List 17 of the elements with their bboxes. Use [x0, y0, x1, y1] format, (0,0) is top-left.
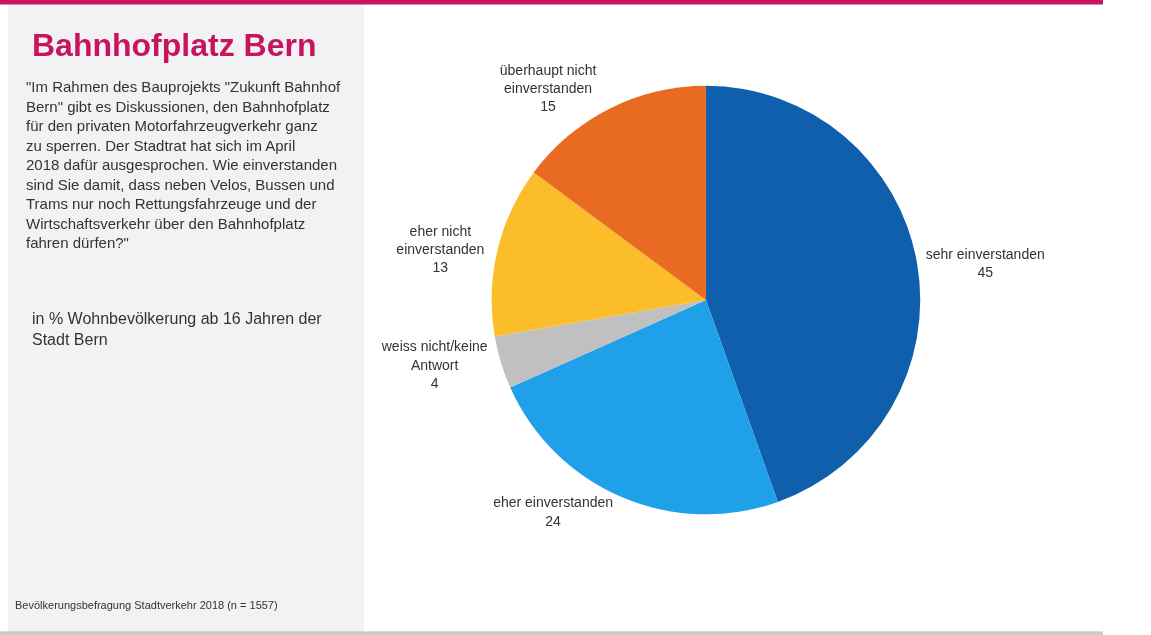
slice-label: eher nicht einverstanden: [396, 222, 485, 258]
data-label: 15: [540, 97, 557, 114]
text: "Im Rahmen des Bauprojekts "Zukunft Bahnhof Bern" gibt es Diskussionen, den Bahnhofplatz für den privaten Motorfahrzeugverkehr ganz zu sperren. Der Stadtrat hat sich im April 2018 dafür ausgesprochen. Wie einverstanden sind Sie damit, dass neben Velos, Bussen und Trams nur noch Rettungsfahrzeuge und der Wirtschaftsverkehr über den Bahnhofplatz fahren dürfen?": [26, 78, 341, 251]
slice-label: weiss nicht/keine Antwort: [380, 338, 488, 373]
text: Bevölkerungsbefragung Stadtverkehr 2018 (n = 1557): [15, 599, 278, 611]
pie-slice: [491, 172, 706, 337]
text: in % Wohnbevölkerung ab 16 Jahren der Stadt Bern: [32, 310, 323, 348]
data-label: 4: [430, 374, 439, 391]
pie-slice: [494, 300, 706, 388]
pie-slice: [705, 85, 921, 502]
slice-label: eher einverstanden: [493, 494, 614, 511]
slice-label: überhaupt nicht einverstanden: [499, 61, 597, 96]
data-label: 24: [545, 512, 562, 529]
data-label: 13: [432, 259, 449, 276]
data-label: 45: [977, 264, 994, 281]
chart-title: Bahnhofplatz Bern: [32, 27, 317, 63]
slice-label: sehr einverstanden: [925, 245, 1045, 262]
